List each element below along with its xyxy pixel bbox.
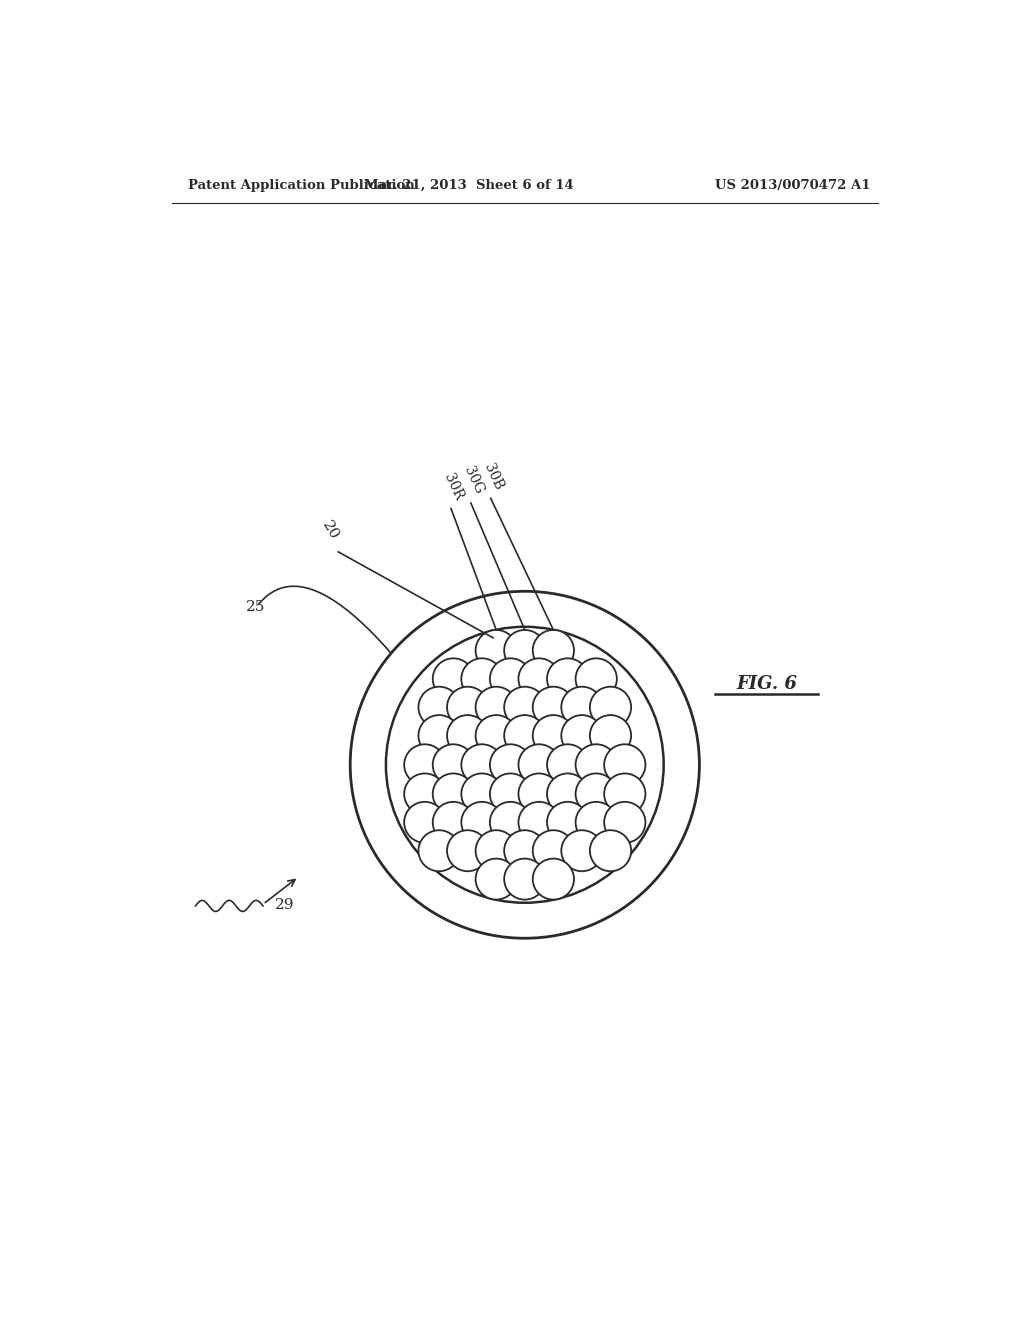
Circle shape (489, 659, 531, 700)
Text: Patent Application Publication: Patent Application Publication (187, 178, 415, 191)
Circle shape (590, 715, 631, 756)
Circle shape (575, 659, 616, 700)
Text: 30R: 30R (441, 471, 466, 502)
Circle shape (475, 858, 517, 900)
Circle shape (590, 686, 631, 727)
Circle shape (518, 774, 560, 814)
Circle shape (561, 830, 602, 871)
Circle shape (504, 686, 546, 727)
Circle shape (532, 830, 574, 871)
Circle shape (547, 744, 589, 785)
Text: 30B: 30B (481, 461, 505, 492)
Circle shape (447, 830, 488, 871)
Text: 29: 29 (274, 898, 294, 912)
Circle shape (590, 830, 631, 871)
Circle shape (604, 801, 645, 843)
Circle shape (447, 715, 488, 756)
Circle shape (532, 858, 574, 900)
Circle shape (518, 659, 560, 700)
Circle shape (461, 801, 503, 843)
Circle shape (518, 801, 560, 843)
Circle shape (404, 774, 445, 814)
Text: FIG. 6: FIG. 6 (736, 676, 798, 693)
Circle shape (461, 774, 503, 814)
Circle shape (547, 774, 589, 814)
Circle shape (433, 744, 474, 785)
Circle shape (532, 630, 574, 671)
Circle shape (433, 659, 474, 700)
Circle shape (419, 830, 460, 871)
Text: 25: 25 (246, 601, 265, 614)
Circle shape (504, 630, 546, 671)
Circle shape (489, 774, 531, 814)
Text: 20: 20 (319, 519, 341, 543)
Circle shape (489, 744, 531, 785)
Circle shape (547, 801, 589, 843)
Circle shape (561, 715, 602, 756)
Circle shape (504, 830, 546, 871)
Circle shape (475, 830, 517, 871)
Circle shape (575, 774, 616, 814)
Text: Mar. 21, 2013  Sheet 6 of 14: Mar. 21, 2013 Sheet 6 of 14 (365, 178, 574, 191)
Circle shape (489, 801, 531, 843)
Circle shape (532, 715, 574, 756)
Circle shape (561, 686, 602, 727)
Circle shape (475, 715, 517, 756)
Circle shape (461, 744, 503, 785)
Circle shape (461, 659, 503, 700)
Circle shape (575, 744, 616, 785)
Circle shape (604, 774, 645, 814)
Circle shape (604, 744, 645, 785)
Circle shape (433, 774, 474, 814)
Text: US 2013/0070472 A1: US 2013/0070472 A1 (715, 178, 870, 191)
Circle shape (475, 630, 517, 671)
Circle shape (504, 858, 546, 900)
Circle shape (547, 659, 589, 700)
Circle shape (433, 801, 474, 843)
Circle shape (404, 801, 445, 843)
Text: 30G: 30G (461, 465, 485, 496)
Circle shape (532, 686, 574, 727)
Circle shape (475, 686, 517, 727)
Circle shape (504, 715, 546, 756)
Circle shape (404, 744, 445, 785)
Circle shape (518, 744, 560, 785)
Circle shape (447, 686, 488, 727)
Circle shape (419, 715, 460, 756)
Circle shape (575, 801, 616, 843)
Circle shape (419, 686, 460, 727)
